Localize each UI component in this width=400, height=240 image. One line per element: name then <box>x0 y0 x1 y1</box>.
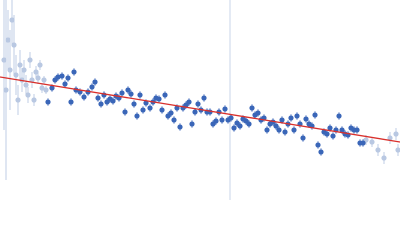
point <box>137 92 143 98</box>
point <box>37 62 43 68</box>
point <box>9 17 15 23</box>
point <box>23 82 29 88</box>
point <box>98 101 104 107</box>
point <box>249 105 255 111</box>
point <box>327 125 333 131</box>
point <box>168 110 174 116</box>
point <box>65 75 71 81</box>
point <box>41 77 47 83</box>
point <box>131 101 137 107</box>
point <box>273 123 279 129</box>
point <box>336 113 342 119</box>
point <box>255 110 261 116</box>
point <box>381 155 387 161</box>
point <box>189 121 195 127</box>
point <box>228 115 234 121</box>
point <box>25 92 31 98</box>
point <box>81 94 87 100</box>
point <box>303 116 309 122</box>
point <box>324 131 330 137</box>
point <box>17 62 23 68</box>
point <box>213 118 219 124</box>
point <box>122 109 128 115</box>
point <box>134 113 140 119</box>
point <box>360 140 366 146</box>
point <box>29 77 35 83</box>
point <box>55 74 61 80</box>
point <box>246 121 252 127</box>
point <box>162 92 168 98</box>
point <box>1 57 7 63</box>
point <box>318 149 324 155</box>
point <box>354 127 360 133</box>
point <box>143 100 149 106</box>
point <box>45 99 51 105</box>
point <box>71 69 77 75</box>
point <box>125 87 131 93</box>
point <box>59 73 65 79</box>
point <box>237 123 243 129</box>
point <box>177 124 183 130</box>
point <box>27 57 33 63</box>
point <box>300 135 306 141</box>
point <box>15 97 21 103</box>
chart <box>0 0 400 200</box>
point <box>375 147 381 153</box>
point <box>156 96 162 102</box>
point <box>279 117 285 123</box>
page: {"chart_data": { "type": "scatter", "xli… <box>0 0 400 200</box>
point <box>339 127 345 133</box>
series <box>45 68 366 156</box>
point <box>282 129 288 135</box>
point <box>174 105 180 111</box>
point <box>395 147 400 153</box>
point <box>195 101 201 107</box>
point <box>387 135 393 141</box>
point <box>5 37 11 43</box>
point <box>92 79 98 85</box>
point <box>222 106 228 112</box>
point <box>35 75 41 81</box>
point <box>201 95 207 101</box>
point <box>369 139 375 145</box>
point <box>294 113 300 119</box>
point <box>186 99 192 105</box>
point <box>49 85 55 91</box>
point <box>276 127 282 133</box>
point <box>288 115 294 121</box>
point <box>39 85 45 91</box>
point <box>68 99 74 105</box>
point <box>393 131 399 137</box>
point <box>159 107 165 113</box>
point <box>264 127 270 133</box>
series <box>1 0 400 180</box>
point <box>89 84 95 90</box>
point <box>192 109 198 115</box>
point <box>33 69 39 75</box>
point <box>11 42 17 48</box>
point <box>330 133 336 139</box>
point <box>3 87 9 93</box>
point <box>128 91 134 97</box>
point <box>21 67 27 73</box>
point <box>231 125 237 131</box>
point <box>7 67 13 73</box>
point <box>95 95 101 101</box>
point <box>43 87 49 93</box>
point <box>312 112 318 118</box>
fit-line <box>0 76 400 143</box>
point <box>147 105 153 111</box>
point <box>219 117 225 123</box>
point <box>31 97 37 103</box>
point <box>171 117 177 123</box>
point <box>119 90 125 96</box>
point <box>291 127 297 133</box>
point <box>13 72 19 78</box>
point <box>140 107 146 113</box>
point <box>62 81 68 87</box>
point <box>315 142 321 148</box>
point <box>110 98 116 104</box>
